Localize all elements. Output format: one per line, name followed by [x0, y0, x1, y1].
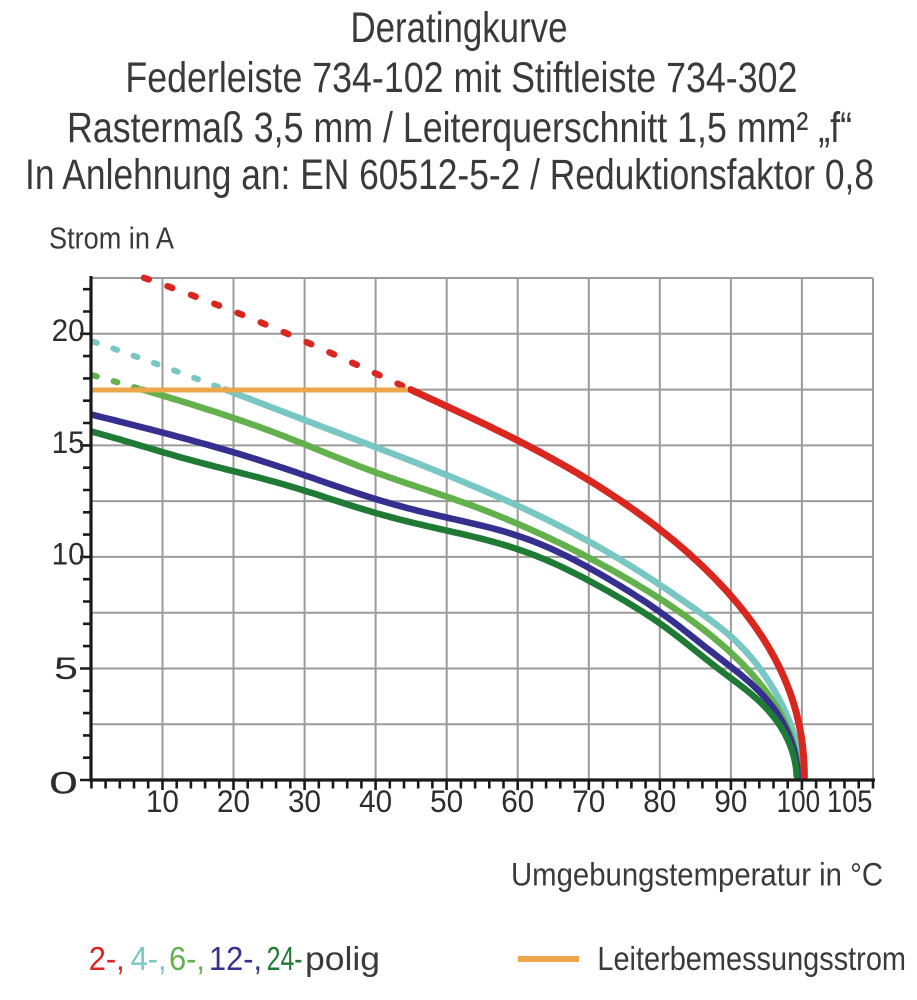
svg-text:20: 20 — [52, 312, 85, 348]
svg-text:Deratingkurve: Deratingkurve — [351, 5, 568, 52]
svg-text:60: 60 — [501, 783, 534, 819]
svg-text:105: 105 — [827, 783, 873, 819]
svg-text:20: 20 — [217, 783, 250, 819]
svg-text:50: 50 — [430, 783, 463, 819]
svg-text:2-,: 2-, — [89, 941, 125, 978]
svg-text:0: 0 — [49, 764, 78, 800]
svg-text:90: 90 — [714, 783, 747, 819]
svg-text:12-,: 12-, — [209, 941, 262, 978]
svg-text:80: 80 — [643, 783, 676, 819]
svg-text:Rastermaß 3,5 mm / Leiterquers: Rastermaß 3,5 mm / Leiterquerschnitt 1,5… — [67, 105, 852, 152]
svg-text:15: 15 — [52, 424, 85, 460]
svg-text:24-: 24- — [267, 941, 303, 978]
svg-text:100: 100 — [777, 783, 821, 819]
svg-text:30: 30 — [288, 783, 321, 819]
svg-text:4-,: 4-, — [131, 941, 167, 978]
svg-text:6-,: 6-, — [169, 941, 205, 978]
svg-text:Strom in A: Strom in A — [49, 221, 174, 256]
svg-text:polig: polig — [305, 941, 380, 978]
svg-text:10: 10 — [146, 783, 179, 819]
svg-text:70: 70 — [572, 783, 605, 819]
svg-text:5: 5 — [54, 650, 78, 686]
svg-text:Federleiste 734-102 mit Stiftl: Federleiste 734-102 mit Stiftleiste 734-… — [125, 55, 797, 102]
svg-text:Umgebungstemperatur in °C: Umgebungstemperatur in °C — [511, 856, 883, 892]
svg-text:Leiterbemessungsstrom: Leiterbemessungsstrom — [597, 941, 906, 978]
svg-text:40: 40 — [359, 783, 392, 819]
svg-text:In Anlehnung an: EN 60512-5-2: In Anlehnung an: EN 60512-5-2 / Reduktio… — [25, 152, 874, 199]
svg-text:10: 10 — [52, 536, 85, 572]
